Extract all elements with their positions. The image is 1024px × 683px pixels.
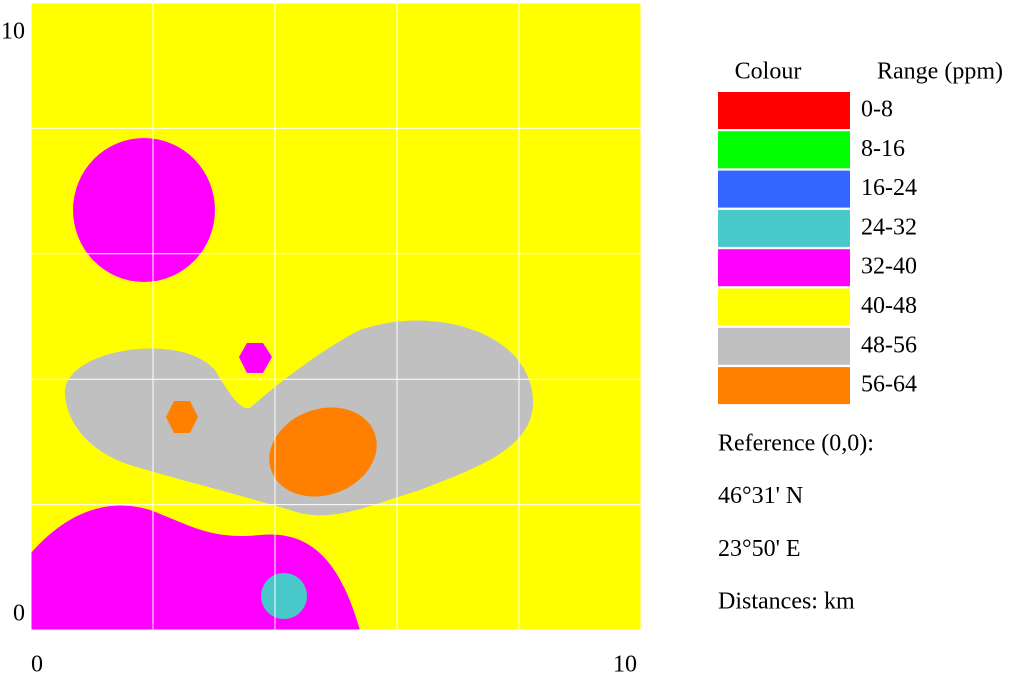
legend-swatch [718, 249, 850, 287]
legend-label: 24-32 [861, 214, 917, 240]
legend-swatch [718, 209, 850, 247]
legend-swatch [718, 327, 850, 365]
note: Reference (0,0): [718, 431, 874, 457]
contour-region [73, 138, 215, 282]
contour-region [239, 343, 272, 373]
legend-label: 56-64 [861, 372, 917, 398]
legend-label: 0-8 [861, 97, 893, 123]
y-tick-label: 10 [1, 19, 25, 45]
x-tick-label: 10 [613, 652, 637, 678]
x-tick-label: 0 [31, 652, 43, 678]
legend-label: 16-24 [861, 175, 917, 201]
legend-swatch [718, 170, 850, 208]
legend-header: Range (ppm) [877, 59, 1003, 85]
legend-swatch [718, 288, 850, 326]
legend-header: Colour [735, 59, 802, 85]
note: Distances: km [718, 589, 855, 615]
legend-swatch [718, 367, 850, 405]
legend-swatch [718, 92, 850, 129]
note: 23°50' E [718, 536, 801, 562]
note: 46°31' N [718, 483, 803, 509]
legend-label: 48-56 [861, 332, 917, 358]
contour-region [269, 407, 377, 497]
legend-label: 8-16 [861, 136, 905, 162]
legend-label: 40-48 [861, 293, 917, 319]
legend-swatch [718, 131, 850, 169]
legend-label: 32-40 [861, 254, 917, 280]
contour-region [261, 573, 307, 619]
contour-region [166, 401, 198, 433]
y-tick-label: 0 [13, 601, 25, 627]
